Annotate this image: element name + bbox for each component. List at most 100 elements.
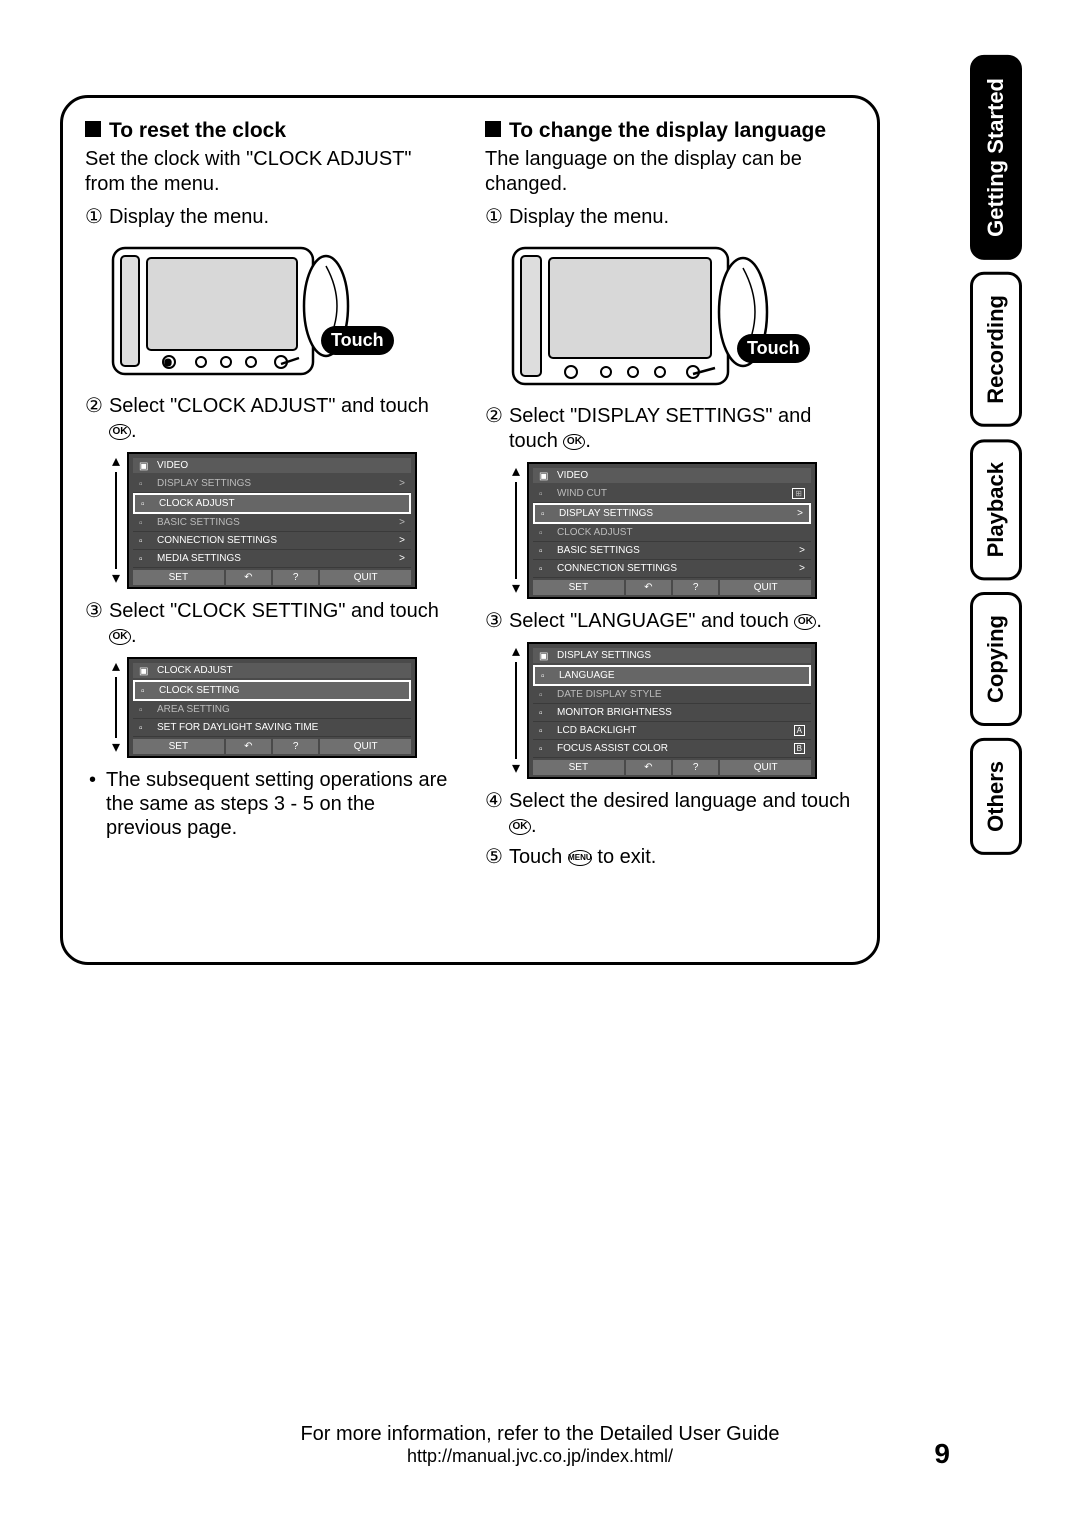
step-4: ④ Select the desired language and touch … <box>485 789 855 839</box>
tab-getting-started[interactable]: Getting Started <box>970 55 1022 260</box>
step-text: Display the menu. <box>109 205 269 230</box>
step-5: ⑤ Touch MENU to exit. <box>485 845 855 870</box>
ok-icon: OK <box>563 434 585 450</box>
menu-screen: ▣DISPLAY SETTINGS▫LANGUAGE▫DATE DISPLAY … <box>527 642 817 779</box>
menu-item: ▫BASIC SETTINGS> <box>533 542 811 560</box>
menu-item: ▫CONNECTION SETTINGS> <box>133 532 411 550</box>
intro-text: Set the clock with "CLOCK ADJUST" from t… <box>85 147 455 197</box>
step-text: Touch MENU to exit. <box>509 845 656 870</box>
help-button: ? <box>273 739 318 754</box>
right-column: To change the display language The langu… <box>485 118 855 876</box>
set-button: SET <box>133 739 224 754</box>
menu-screenshot-2: ▴ ▾ ▣CLOCK ADJUST▫CLOCK SETTING▫AREA SET… <box>105 657 455 758</box>
heading-text: To reset the clock <box>109 118 286 143</box>
menu-item: ▫DATE DISPLAY STYLE <box>533 686 811 704</box>
footer-text: For more information, refer to the Detai… <box>0 1423 1080 1446</box>
step-number: ① <box>485 205 503 230</box>
touch-callout: Touch <box>321 326 394 355</box>
columns: To reset the clock Set the clock with "C… <box>85 118 855 876</box>
step-number: ③ <box>485 609 503 634</box>
step-3: ③ Select "CLOCK SETTING" and touch OK. <box>85 599 455 649</box>
menu-screenshot-2: ▴ ▾ ▣DISPLAY SETTINGS▫LANGUAGE▫DATE DISP… <box>505 642 855 779</box>
square-bullet-icon <box>85 121 101 137</box>
scroll-indicator: ▴ ▾ <box>505 642 527 779</box>
page-footer: For more information, refer to the Detai… <box>0 1423 1080 1467</box>
bullet-icon: • <box>89 768 96 840</box>
step-text: Select "DISPLAY SETTINGS" and touch OK. <box>509 404 855 454</box>
step-2: ② Select "CLOCK ADJUST" and touch OK. <box>85 394 455 444</box>
step-text: Select "CLOCK SETTING" and touch OK. <box>109 599 455 649</box>
menu-item: ▫CONNECTION SETTINGS> <box>533 560 811 578</box>
svg-text:⦿: ⦿ <box>165 360 171 367</box>
menu-screenshot-1: ▴ ▾ ▣VIDEO▫DISPLAY SETTINGS>▫CLOCK ADJUS… <box>105 452 455 589</box>
ok-icon: OK <box>509 819 531 835</box>
step-2: ② Select "DISPLAY SETTINGS" and touch OK… <box>485 404 855 454</box>
section-tabs: Getting Started Recording Playback Copyi… <box>970 55 1040 867</box>
menu-item: ▫SET FOR DAYLIGHT SAVING TIME <box>133 719 411 737</box>
menu-item: ▫BASIC SETTINGS> <box>133 514 411 532</box>
up-arrow-icon: ▴ <box>512 644 520 660</box>
tab-copying[interactable]: Copying <box>970 592 1022 726</box>
menu-item: ▫LCD BACKLIGHTA <box>533 722 811 740</box>
page-number: 9 <box>934 1438 950 1470</box>
step-number: ② <box>485 404 503 454</box>
menu-screenshot-1: ▴ ▾ ▣VIDEO▫WIND CUT⊞▫DISPLAY SETTINGS>▫C… <box>505 462 855 599</box>
menu-item: ▫AREA SETTING <box>133 701 411 719</box>
up-arrow-icon: ▴ <box>512 464 520 480</box>
quit-button: QUIT <box>320 570 411 585</box>
menu-item: ▫CLOCK ADJUST <box>133 493 411 514</box>
help-button: ? <box>273 570 318 585</box>
back-button: ↶ <box>626 760 671 775</box>
help-button: ? <box>673 580 718 595</box>
step-number: ① <box>85 205 103 230</box>
step-text: Select the desired language and touch OK… <box>509 789 855 839</box>
step-number: ③ <box>85 599 103 649</box>
step-1: ① Display the menu. <box>485 205 855 230</box>
heading-change-language: To change the display language <box>485 118 855 143</box>
menu-item: ▫FOCUS ASSIST COLORB <box>533 740 811 758</box>
down-arrow-icon: ▾ <box>112 740 120 756</box>
tab-others[interactable]: Others <box>970 738 1022 855</box>
camcorder-illustration: ⦿ Touch <box>111 236 455 386</box>
ok-icon: OK <box>109 424 131 440</box>
scroll-indicator: ▴ ▾ <box>105 452 127 589</box>
menu-item: ▫DISPLAY SETTINGS> <box>133 475 411 493</box>
touch-callout: Touch <box>737 334 810 363</box>
menu-item: ▫MEDIA SETTINGS> <box>133 550 411 568</box>
scroll-indicator: ▴ ▾ <box>505 462 527 599</box>
down-arrow-icon: ▾ <box>512 581 520 597</box>
left-column: To reset the clock Set the clock with "C… <box>85 118 455 876</box>
heading-text: To change the display language <box>509 118 826 143</box>
menu-item: ▫LANGUAGE <box>533 665 811 686</box>
ok-icon: OK <box>109 629 131 645</box>
step-number: ⑤ <box>485 845 503 870</box>
instruction-panel: To reset the clock Set the clock with "C… <box>60 95 880 965</box>
step-text: Select "LANGUAGE" and touch OK. <box>509 609 822 634</box>
quit-button: QUIT <box>720 580 811 595</box>
step-3: ③ Select "LANGUAGE" and touch OK. <box>485 609 855 634</box>
square-bullet-icon <box>485 121 501 137</box>
step-text: Display the menu. <box>509 205 669 230</box>
menu-screen: ▣VIDEO▫DISPLAY SETTINGS>▫CLOCK ADJUST▫BA… <box>127 452 417 589</box>
set-button: SET <box>133 570 224 585</box>
ok-icon: OK <box>794 614 816 630</box>
help-button: ? <box>673 760 718 775</box>
step-1: ① Display the menu. <box>85 205 455 230</box>
tab-playback[interactable]: Playback <box>970 439 1022 580</box>
step-number: ④ <box>485 789 503 839</box>
menu-item: ▫DISPLAY SETTINGS> <box>533 503 811 524</box>
tab-recording[interactable]: Recording <box>970 272 1022 427</box>
footer-url: http://manual.jvc.co.jp/index.html/ <box>0 1446 1080 1467</box>
down-arrow-icon: ▾ <box>512 761 520 777</box>
set-button: SET <box>533 580 624 595</box>
up-arrow-icon: ▴ <box>112 659 120 675</box>
menu-item: ▫WIND CUT⊞ <box>533 485 811 503</box>
quit-button: QUIT <box>720 760 811 775</box>
step-text: Select "CLOCK ADJUST" and touch OK. <box>109 394 455 444</box>
note-bullet: • The subsequent setting operations are … <box>85 768 455 840</box>
intro-text: The language on the display can be chang… <box>485 147 855 197</box>
heading-reset-clock: To reset the clock <box>85 118 455 143</box>
up-arrow-icon: ▴ <box>112 454 120 470</box>
menu-icon: MENU <box>568 850 592 866</box>
set-button: SET <box>533 760 624 775</box>
